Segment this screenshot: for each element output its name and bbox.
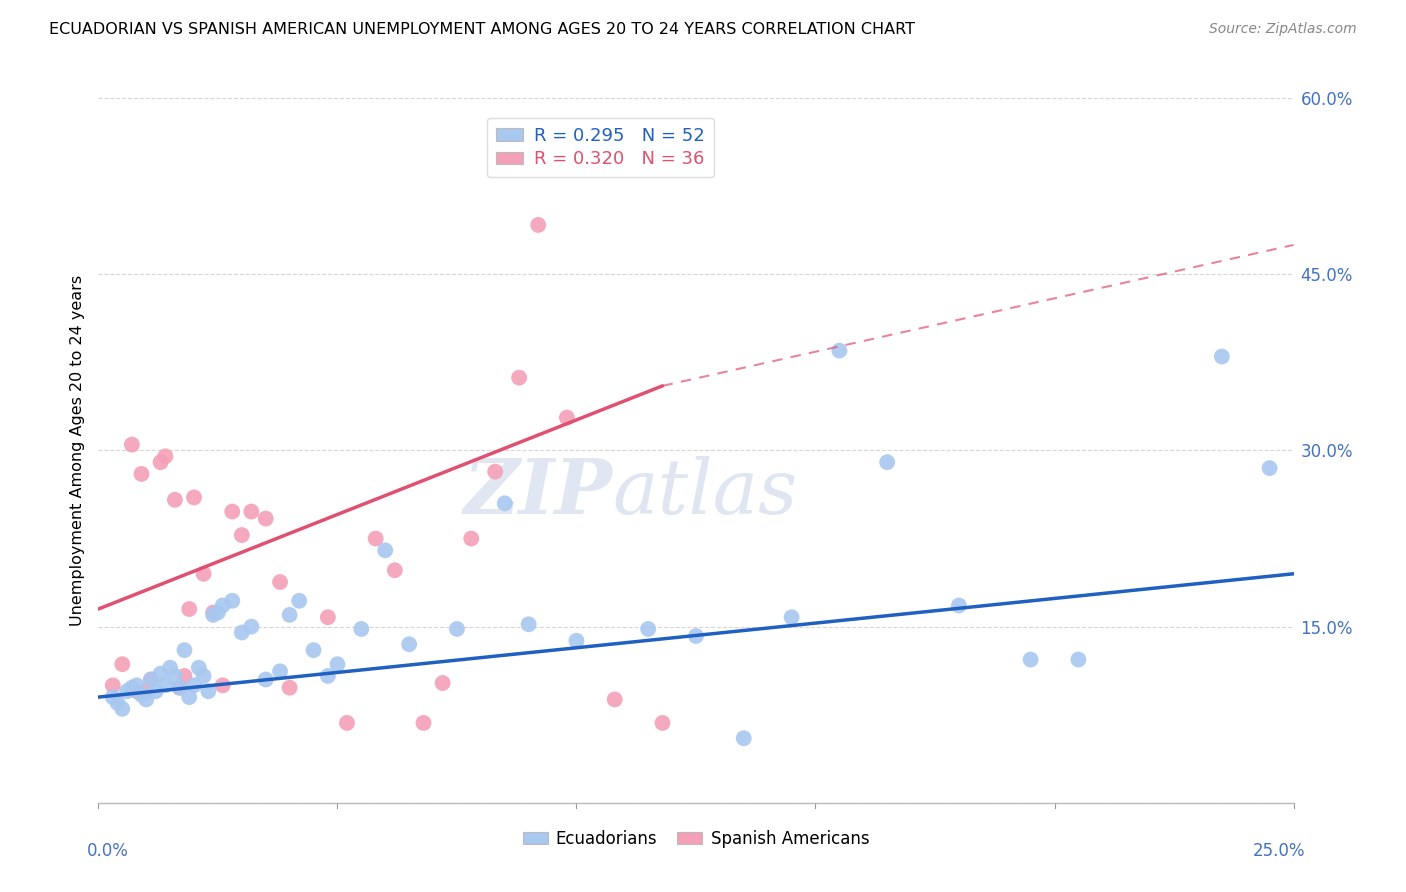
Point: [302, 643, 325, 657]
Y-axis label: Unemployment Among Ages 20 to 24 years: Unemployment Among Ages 20 to 24 years: [69, 275, 84, 626]
Point: [107, 696, 129, 710]
Point: [254, 511, 277, 525]
Point: [111, 657, 134, 672]
Point: [149, 455, 172, 469]
Point: [149, 666, 172, 681]
Point: [432, 676, 454, 690]
Point: [173, 669, 195, 683]
Point: [139, 673, 162, 687]
Point: [494, 496, 516, 510]
Point: [1019, 652, 1042, 666]
Point: [412, 715, 434, 730]
Point: [115, 684, 138, 698]
Point: [163, 669, 186, 683]
Point: [517, 617, 540, 632]
Point: [398, 637, 420, 651]
Point: [121, 437, 143, 451]
Point: [121, 681, 143, 695]
Point: [159, 661, 181, 675]
Point: [207, 606, 229, 620]
Point: [780, 610, 803, 624]
Point: [155, 450, 177, 464]
Point: [326, 657, 349, 672]
Point: [211, 678, 233, 692]
Point: [364, 532, 387, 546]
Point: [179, 690, 201, 705]
Point: [125, 684, 148, 698]
Point: [508, 370, 530, 384]
Text: Source: ZipAtlas.com: Source: ZipAtlas.com: [1209, 22, 1357, 37]
Point: [193, 669, 215, 683]
Point: [603, 692, 626, 706]
Point: [733, 731, 755, 746]
Point: [269, 574, 291, 589]
Point: [125, 678, 148, 692]
Point: [527, 218, 550, 232]
Point: [131, 467, 153, 481]
Point: [460, 532, 482, 546]
Point: [211, 599, 233, 613]
Point: [278, 681, 301, 695]
Legend: Ecuadorians, Spanish Americans: Ecuadorians, Spanish Americans: [516, 823, 876, 855]
Point: [202, 607, 225, 622]
Point: [1211, 350, 1233, 364]
Point: [169, 681, 191, 695]
Point: [685, 629, 707, 643]
Point: [269, 665, 291, 679]
Point: [278, 607, 301, 622]
Point: [179, 602, 201, 616]
Text: ZIP: ZIP: [464, 456, 613, 530]
Point: [384, 563, 406, 577]
Point: [183, 491, 205, 505]
Point: [948, 599, 970, 613]
Point: [316, 669, 339, 683]
Point: [169, 681, 191, 695]
Point: [637, 622, 659, 636]
Point: [651, 715, 673, 730]
Point: [111, 702, 134, 716]
Point: [187, 661, 209, 675]
Point: [163, 492, 186, 507]
Point: [139, 673, 162, 687]
Point: [254, 673, 277, 687]
Point: [565, 633, 588, 648]
Point: [173, 643, 195, 657]
Point: [155, 678, 177, 692]
Point: [1067, 652, 1090, 666]
Text: ECUADORIAN VS SPANISH AMERICAN UNEMPLOYMENT AMONG AGES 20 TO 24 YEARS CORRELATIO: ECUADORIAN VS SPANISH AMERICAN UNEMPLOYM…: [49, 22, 915, 37]
Point: [193, 566, 215, 581]
Point: [101, 678, 124, 692]
Point: [374, 543, 396, 558]
Point: [828, 343, 851, 358]
Point: [135, 692, 157, 706]
Point: [484, 465, 506, 479]
Point: [131, 688, 153, 702]
Point: [101, 690, 124, 705]
Text: atlas: atlas: [613, 456, 797, 530]
Point: [197, 684, 219, 698]
Point: [231, 528, 253, 542]
Point: [350, 622, 373, 636]
Point: [135, 684, 157, 698]
Point: [145, 684, 167, 698]
Point: [240, 504, 263, 518]
Point: [221, 594, 243, 608]
Point: [1258, 461, 1281, 475]
Point: [446, 622, 468, 636]
Text: 25.0%: 25.0%: [1253, 841, 1306, 860]
Point: [876, 455, 898, 469]
Text: 0.0%: 0.0%: [87, 841, 128, 860]
Point: [288, 594, 311, 608]
Point: [555, 410, 578, 425]
Point: [202, 606, 225, 620]
Point: [231, 625, 253, 640]
Point: [240, 619, 263, 633]
Point: [336, 715, 359, 730]
Point: [221, 504, 243, 518]
Point: [316, 610, 339, 624]
Point: [183, 678, 205, 692]
